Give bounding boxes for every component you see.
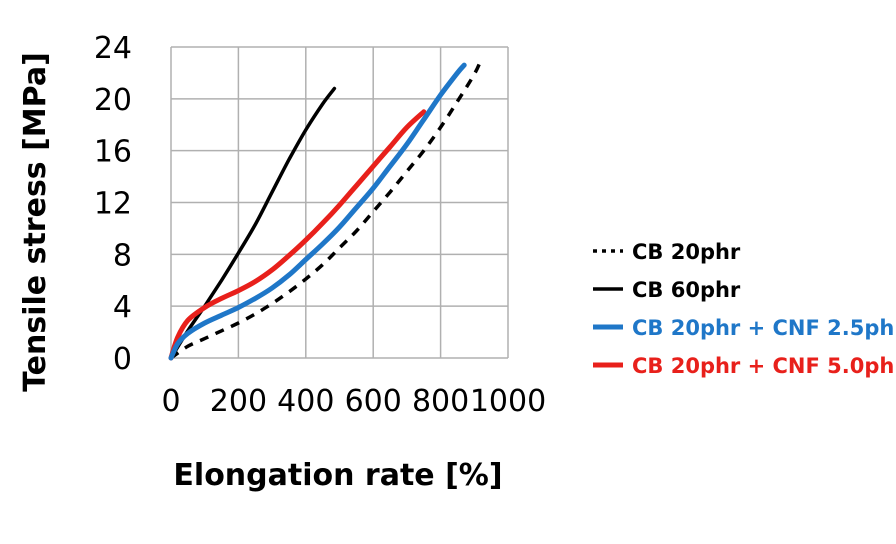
x-tick-label: 400 xyxy=(277,384,334,419)
legend-label-1: CB 20phr xyxy=(632,240,741,264)
series-line-1 xyxy=(170,59,483,360)
legend-label-3: CB 20phr + CNF 2.5phr xyxy=(632,316,896,340)
series-line-4 xyxy=(168,109,427,361)
grid xyxy=(170,46,509,359)
y-axis-title: Tensile stress [MPa] xyxy=(18,52,53,392)
series-line-2 xyxy=(169,86,337,360)
legend: CB 20phr CB 60phr CB 20phr + CNF 2.5phr CB … xyxy=(593,240,896,378)
y-tick-label: 0 xyxy=(113,342,132,377)
x-tick-label: 0 xyxy=(161,384,180,419)
series-line-3 xyxy=(168,62,467,361)
y-tick-label: 20 xyxy=(94,83,132,118)
y-tick-label: 8 xyxy=(113,238,132,273)
x-tick-label: 800 xyxy=(412,384,469,419)
x-tick-label: 600 xyxy=(345,384,402,419)
x-tick-label: 200 xyxy=(210,384,267,419)
tick-labels: 0 200 400 600 800 1000 0 4 8 12 16 20 24 xyxy=(94,31,546,419)
y-tick-label: 24 xyxy=(94,31,132,66)
x-axis-title: Elongation rate [%] xyxy=(173,458,502,493)
legend-label-2: CB 60phr xyxy=(632,278,741,302)
y-tick-label: 4 xyxy=(113,290,132,325)
plot-area xyxy=(168,59,483,361)
legend-label-4: CB 20phr + CNF 5.0phr xyxy=(632,354,896,378)
y-tick-label: 12 xyxy=(94,187,132,222)
y-tick-label: 16 xyxy=(94,135,132,170)
x-tick-label: 1000 xyxy=(470,384,546,419)
